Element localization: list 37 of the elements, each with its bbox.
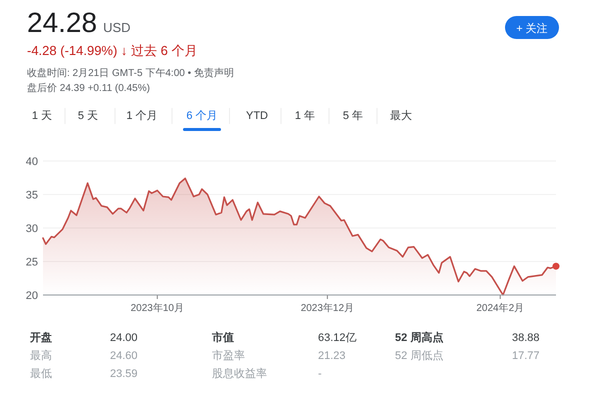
text: 市值 xyxy=(211,331,234,344)
chart-subtitle: -4.28 (-14.99%) ↓ 过去 6 个月 xyxy=(27,43,198,58)
text: 6 个月 xyxy=(186,110,218,122)
text: 最低 xyxy=(30,368,52,380)
text: 1 个月 xyxy=(126,110,158,122)
y-tick-label: 25 xyxy=(26,256,38,268)
text: 63.12亿 xyxy=(318,332,357,344)
x-tick-label: 2024年2月 xyxy=(476,302,524,314)
text: 21.23 xyxy=(318,350,346,362)
text: 收盘时间: 2月21日 GMT-5 下午4:00 • 免责声明 xyxy=(27,67,234,79)
x-tick-label: 2023年10月 xyxy=(130,302,184,314)
text: 盘后价 24.39 +0.11 (0.45%) xyxy=(27,82,150,94)
text: 市盈率 xyxy=(212,349,245,362)
text: 38.88 xyxy=(512,332,540,344)
text: 5 年 xyxy=(342,110,364,122)
text: + 关注 xyxy=(516,22,548,35)
text: 最大 xyxy=(390,109,412,122)
text: 52 周高点 xyxy=(395,331,444,344)
y-tick-label: 35 xyxy=(26,190,38,202)
text: 23.59 xyxy=(110,368,138,380)
y-tick-label: 40 xyxy=(26,156,38,168)
x-tick-label: 2023年12月 xyxy=(300,302,354,314)
text: - xyxy=(318,368,322,380)
y-tick-label: 30 xyxy=(26,223,38,235)
text: 17.77 xyxy=(512,350,540,362)
text: 最高 xyxy=(30,349,52,362)
text: 1 年 xyxy=(294,110,316,122)
text: 52 周低点 xyxy=(395,349,444,362)
text: 24.60 xyxy=(110,350,138,362)
text: 股息收益率 xyxy=(212,367,267,380)
y-tick-label: 20 xyxy=(26,290,38,302)
text: 24.00 xyxy=(110,332,138,344)
text: YTD xyxy=(246,110,268,122)
text: 开盘 xyxy=(29,331,52,344)
text: 5 天 xyxy=(78,110,98,122)
chart-title: 24.28 USD xyxy=(27,7,131,38)
text: 1 天 xyxy=(32,110,52,122)
